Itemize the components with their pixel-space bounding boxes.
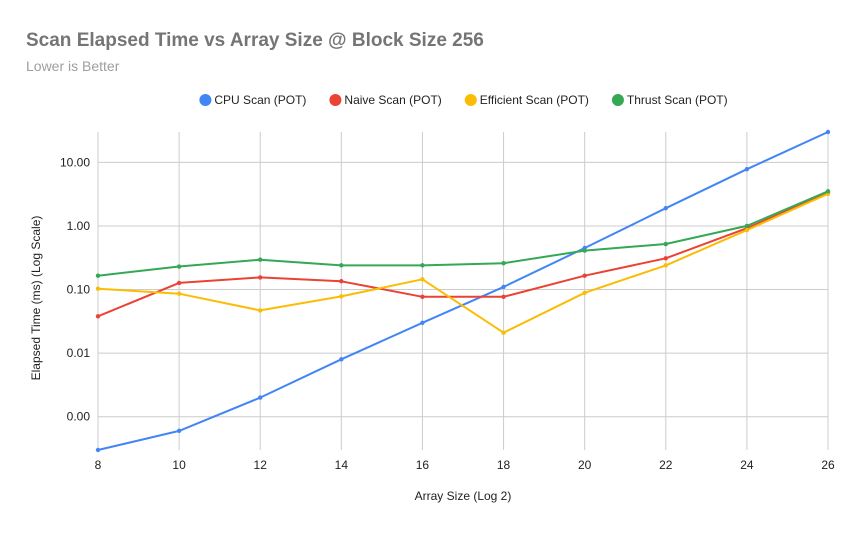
data-point <box>339 279 344 284</box>
legend-label: Efficient Scan (POT) <box>480 93 589 107</box>
x-tick-label: 26 <box>821 458 835 472</box>
legend-label: Naive Scan (POT) <box>344 93 441 107</box>
data-point <box>825 189 831 194</box>
data-point <box>95 273 101 278</box>
legend-label: CPU Scan (POT) <box>214 93 306 107</box>
data-point <box>582 248 587 253</box>
legend-marker-icon <box>611 94 624 106</box>
x-tick-label: 18 <box>497 458 511 472</box>
data-point <box>339 263 344 268</box>
grid <box>97 132 829 450</box>
data-point <box>420 320 425 325</box>
series-line <box>97 192 829 318</box>
data-point <box>95 447 101 453</box>
y-axis-ticks: 10.00 1.00 0.10 0.01 0.00 <box>60 155 90 423</box>
data-point <box>663 206 668 211</box>
x-tick-label: 8 <box>95 458 102 472</box>
data-point <box>744 167 750 172</box>
data-point <box>339 357 344 362</box>
data-point <box>95 286 101 291</box>
x-tick-label: 16 <box>416 458 430 472</box>
y-tick-label: 1.00 <box>67 219 91 233</box>
series-line <box>97 131 829 451</box>
data-point <box>420 277 425 282</box>
x-tick-label: 22 <box>659 458 673 472</box>
legend-item[interactable]: Efficient Scan (POT) <box>464 93 589 107</box>
series-line <box>97 192 829 334</box>
legend-item[interactable]: Thrust Scan (POT) <box>611 93 728 107</box>
data-point <box>663 256 668 261</box>
series-layer <box>95 129 831 453</box>
x-axis-title: Array Size (Log 2) <box>415 489 512 503</box>
series-2 <box>95 191 831 335</box>
y-tick-label: 0.10 <box>67 283 91 297</box>
y-tick-label: 0.01 <box>67 346 91 360</box>
legend-marker-icon <box>329 94 342 106</box>
data-point <box>420 294 425 299</box>
data-point <box>663 263 668 268</box>
data-point <box>95 314 101 319</box>
legend-marker-icon <box>199 94 212 106</box>
data-point <box>501 260 506 266</box>
x-tick-label: 12 <box>254 458 268 472</box>
chart-subtitle: Lower is Better <box>26 58 120 74</box>
y-axis-title: Elapsed Time (ms) (Log Scale) <box>29 216 43 381</box>
data-point <box>176 428 182 434</box>
data-point <box>582 290 587 295</box>
data-point <box>582 273 587 278</box>
x-tick-label: 10 <box>172 458 186 472</box>
series-0 <box>95 129 831 453</box>
x-tick-label: 20 <box>578 458 592 472</box>
series-1 <box>95 190 831 319</box>
data-point <box>176 264 182 269</box>
data-point <box>176 280 182 286</box>
series-line <box>97 190 829 277</box>
x-axis-ticks: 8 10 12 14 16 18 20 22 24 26 <box>95 458 835 472</box>
legend-item[interactable]: Naive Scan (POT) <box>329 93 442 107</box>
data-point <box>744 223 750 229</box>
data-point <box>501 330 506 335</box>
data-point <box>258 275 263 280</box>
data-point <box>258 257 263 262</box>
chart-title: Scan Elapsed Time vs Array Size @ Block … <box>26 30 484 51</box>
data-point <box>258 395 263 400</box>
data-point <box>420 263 425 268</box>
y-tick-label: 0.00 <box>67 410 91 424</box>
data-point <box>501 294 506 299</box>
data-point <box>258 308 263 313</box>
legend-marker-icon <box>464 94 477 106</box>
legend-label: Thrust Scan (POT) <box>627 93 728 107</box>
data-point <box>501 284 506 290</box>
legend-item[interactable]: CPU Scan (POT) <box>199 93 306 107</box>
data-point <box>339 294 344 299</box>
x-tick-label: 24 <box>740 458 754 472</box>
x-tick-label: 14 <box>335 458 349 472</box>
data-point <box>825 129 831 135</box>
data-point <box>176 291 182 296</box>
data-point <box>744 227 750 233</box>
legend: CPU Scan (POT) Naive Scan (POT) Efficient … <box>199 93 728 107</box>
series-3 <box>95 189 831 278</box>
data-point <box>663 241 668 247</box>
y-tick-label: 10.00 <box>60 155 90 169</box>
